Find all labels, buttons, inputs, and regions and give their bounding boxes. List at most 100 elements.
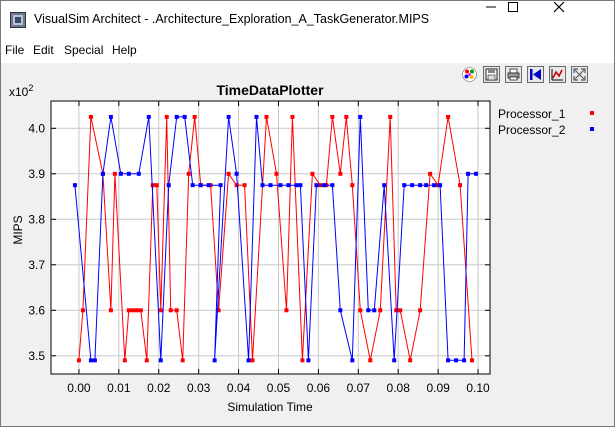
data-point <box>250 358 255 363</box>
data-point <box>226 114 231 119</box>
data-point <box>350 358 355 363</box>
data-point <box>382 183 387 188</box>
data-point <box>234 171 239 176</box>
y-tick-label: 4.0 <box>28 121 45 135</box>
data-point <box>286 183 291 188</box>
data-point <box>398 308 403 313</box>
data-point <box>264 114 269 119</box>
menu-help[interactable]: Help <box>112 43 137 57</box>
data-point <box>300 358 305 363</box>
reset-axes-icon <box>530 69 541 80</box>
data-point <box>470 358 475 363</box>
data-point <box>322 183 327 188</box>
data-point <box>284 308 289 313</box>
x-tick-label: 0.04 <box>227 381 251 395</box>
data-point <box>136 171 141 176</box>
data-point <box>242 183 247 188</box>
y-tick-label: 3.8 <box>28 212 45 226</box>
data-point <box>92 358 97 363</box>
title-bar[interactable]: VisualSim Architect - .Architecture_Expl… <box>1 1 614 37</box>
save-icon <box>485 68 498 81</box>
data-point <box>146 114 151 119</box>
data-point <box>278 183 283 188</box>
menu-file[interactable]: File <box>5 43 25 57</box>
y-exponent-label: x102 <box>9 83 33 99</box>
data-point <box>462 358 467 363</box>
data-point <box>138 308 143 313</box>
close-icon <box>553 1 565 13</box>
data-point <box>392 358 397 363</box>
data-point <box>218 183 223 188</box>
data-point <box>164 114 169 119</box>
x-tick-label: 0.05 <box>267 381 291 395</box>
data-point <box>366 308 371 313</box>
data-point <box>144 358 149 363</box>
data-point <box>314 183 319 188</box>
data-point <box>88 114 93 119</box>
data-point <box>454 358 459 363</box>
data-point <box>408 358 413 363</box>
data-point <box>76 358 81 363</box>
fill-plot-icon <box>551 69 563 81</box>
print-button[interactable] <box>505 66 522 83</box>
x-tick-label: 0.00 <box>67 381 91 395</box>
axis-ticks: 0.00 0.01 0.02 0.03 0.04 0.05 0.06 0.07 0.08 0.09… <box>28 101 490 395</box>
data-point <box>260 183 265 188</box>
data-point <box>474 171 479 176</box>
data-point <box>418 183 423 188</box>
x-tick-label: 0.10 <box>466 381 490 395</box>
data-point <box>338 171 343 176</box>
data-point <box>216 308 221 313</box>
minimize-button[interactable] <box>485 1 531 37</box>
data-point <box>388 114 393 119</box>
y-axis-label: MIPS <box>11 215 25 244</box>
y-tick-label: 3.9 <box>28 167 45 181</box>
menu-bar: File Edit Special Help <box>1 37 614 63</box>
data-point <box>350 183 355 188</box>
fill-plot-button[interactable] <box>549 66 566 83</box>
data-point <box>88 358 93 363</box>
data-point <box>446 358 451 363</box>
legend-label: Processor_1 <box>498 107 566 121</box>
data-point <box>126 171 131 176</box>
data-point <box>174 114 179 119</box>
data-point <box>344 114 349 119</box>
menu-edit[interactable]: Edit <box>33 43 54 57</box>
data-point <box>150 183 155 188</box>
data-point <box>186 171 191 176</box>
data-point <box>358 308 363 313</box>
reset-axes-button[interactable] <box>527 66 544 83</box>
data-point <box>330 114 335 119</box>
x-tick-label: 0.08 <box>387 381 411 395</box>
data-point <box>432 183 437 188</box>
data-point <box>438 183 443 188</box>
color-palette-icon <box>462 67 477 82</box>
data-point <box>358 114 363 119</box>
x-tick-label: 0.02 <box>147 381 171 395</box>
data-point <box>458 183 463 188</box>
data-point <box>168 308 173 313</box>
save-button[interactable] <box>483 66 500 83</box>
fullscreen-button[interactable] <box>571 66 588 83</box>
data-point <box>418 308 423 313</box>
close-button[interactable] <box>553 1 599 37</box>
maximize-button[interactable] <box>507 1 553 37</box>
data-point <box>166 183 171 188</box>
window-title: VisualSim Architect - .Architecture_Expl… <box>34 12 430 26</box>
data-point <box>134 308 139 313</box>
data-point <box>424 183 429 188</box>
legend: Processor_1 Processor_2 <box>498 107 594 137</box>
menu-special[interactable]: Special <box>64 43 104 57</box>
data-point <box>254 114 259 119</box>
x-tick-label: 0.06 <box>307 381 331 395</box>
data-point <box>198 183 203 188</box>
data-point <box>310 171 315 176</box>
color-palette-button[interactable] <box>461 66 478 83</box>
chart-title: TimeDataPlotter <box>216 82 324 98</box>
data-point <box>446 114 451 119</box>
data-point <box>112 171 117 176</box>
data-point <box>180 358 185 363</box>
data-point <box>226 171 231 176</box>
series-layer <box>72 114 479 363</box>
